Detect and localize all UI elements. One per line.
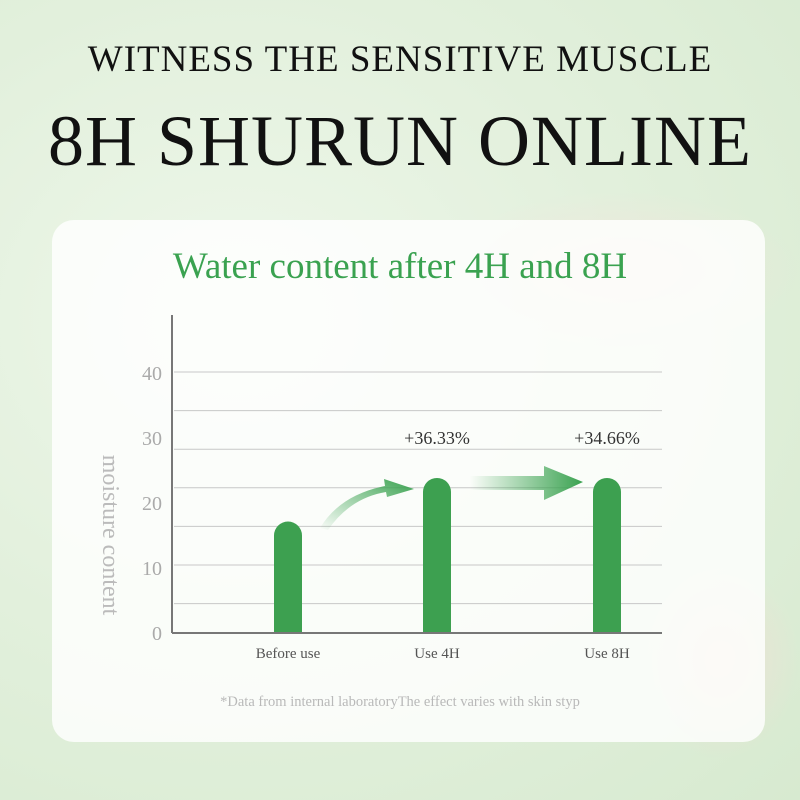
x-tick-label: Use 8H — [584, 646, 630, 662]
y-tick-label: 0 — [152, 623, 162, 645]
x-tick-label: Before use — [256, 646, 321, 662]
data-label: +34.66% — [574, 428, 640, 448]
bar — [423, 477, 451, 632]
y-tick-label: 30 — [142, 428, 162, 450]
y-tick-label: 20 — [142, 493, 162, 515]
bar — [274, 521, 302, 632]
bar — [593, 477, 621, 632]
x-tick-label: Use 4H — [414, 646, 460, 662]
footnote: *Data from internal laboratoryThe effect… — [220, 694, 580, 710]
y-tick-label: 10 — [142, 558, 162, 580]
y-tick-label: 40 — [142, 363, 162, 385]
right-arrow-icon — [470, 466, 583, 500]
chart-title: Water content after 4H and 8H — [172, 246, 628, 287]
chart-card — [52, 220, 765, 742]
y-axis-label: moisture content — [97, 455, 123, 616]
headline-top: WITNESS THE SENSITIVE MUSCLE — [87, 39, 713, 80]
curved-arrow-icon — [320, 479, 414, 530]
data-label: +36.33% — [404, 428, 470, 448]
headline-main: 8H SHURUN ONLINE — [48, 101, 752, 181]
